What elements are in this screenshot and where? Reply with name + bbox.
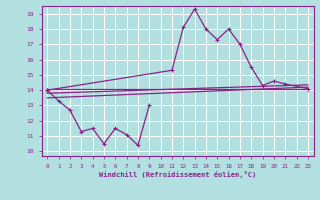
X-axis label: Windchill (Refroidissement éolien,°C): Windchill (Refroidissement éolien,°C): [99, 171, 256, 178]
